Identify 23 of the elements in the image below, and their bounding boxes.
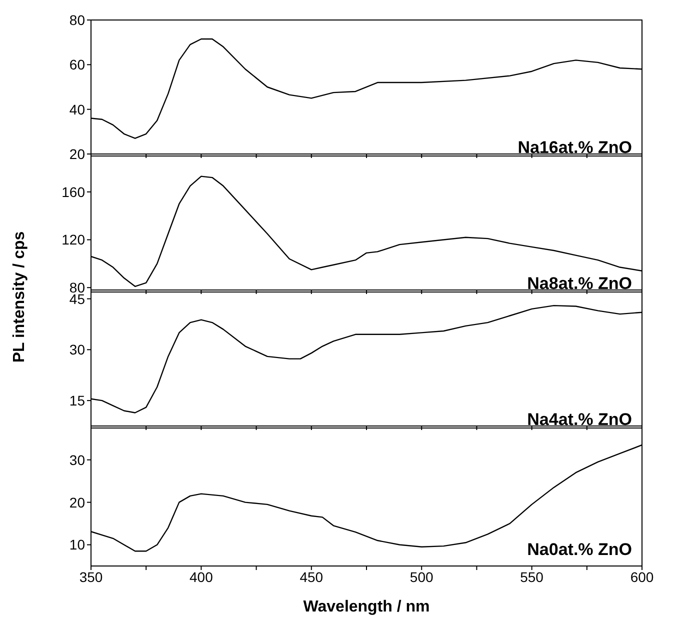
series-label: Na0at.% ZnO	[527, 540, 632, 559]
y-tick-label: 40	[69, 101, 86, 118]
x-tick-label: 600	[630, 568, 654, 585]
x-tick-label: 450	[300, 568, 324, 585]
y-axis-title: PL intensity / cps	[11, 230, 29, 365]
y-tick-label: 80	[69, 12, 86, 28]
y-tick-label: 20	[69, 494, 86, 510]
y-tick-label: 15	[69, 392, 86, 409]
y-tick-label: 30	[69, 342, 86, 358]
x-tick-label: 400	[190, 568, 214, 585]
y-tick-label: 10	[69, 536, 86, 553]
text: Na16at.% ZnO	[518, 138, 632, 157]
y-tick-label: 20	[69, 146, 86, 162]
text: Na4at.% ZnO	[527, 410, 632, 429]
y-tick-label: 60	[69, 56, 86, 73]
x-tick-label: 350	[79, 568, 103, 585]
series-label: Na8at.% ZnO	[527, 274, 632, 293]
x-axis-title: Wavelength / nm	[303, 598, 430, 616]
y-tick-label: 30	[69, 452, 86, 468]
y-tick-label: 120	[62, 232, 86, 248]
x-tick-label: 500	[410, 568, 434, 585]
x-tick-label: 550	[520, 568, 544, 585]
y-tick-label: 160	[62, 184, 86, 200]
